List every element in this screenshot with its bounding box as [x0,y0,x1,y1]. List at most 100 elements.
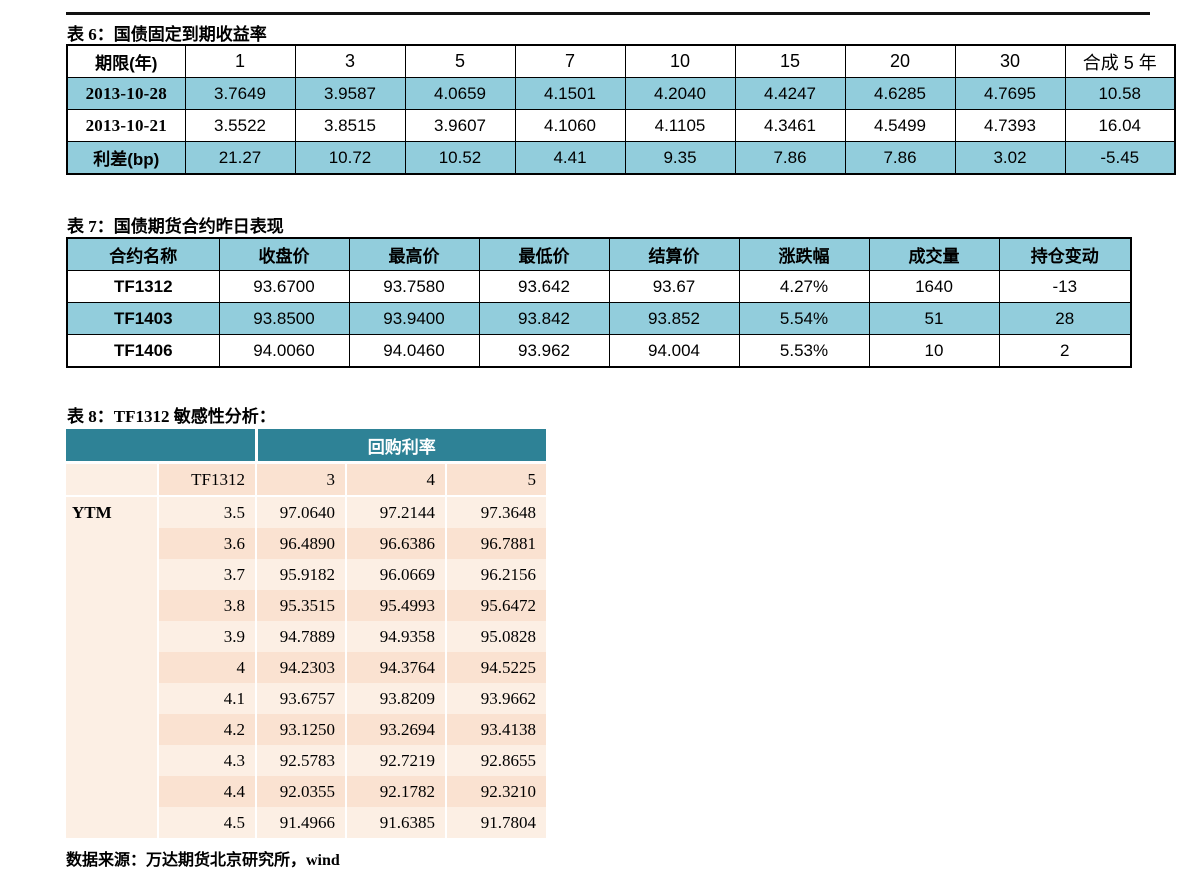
table7-value-cell: 93.842 [478,302,610,335]
table8-price-cell: 92.3210 [446,776,546,807]
table8-price-cell: 91.7804 [446,807,546,838]
table8-ytm-cell: 3.9 [158,621,257,652]
table8-empty-cell [66,462,159,497]
table8-price-cell: 94.2303 [256,652,347,683]
table8-ytm-cell: 3.8 [158,590,257,621]
table6-value-cell: 21.27 [184,141,296,175]
table8-price-cell: 94.5225 [446,652,546,683]
table6-header-cell: 10 [624,44,736,78]
table8-row-axis-cell [66,807,159,838]
table8-price-cell: 97.0640 [256,496,347,528]
table6-value-cell: 9.35 [624,141,736,175]
table8-price-cell: 91.4966 [256,807,347,838]
table8-title: 表 8：TF1312 敏感性分析： [67,407,276,426]
table8-price-cell: 92.8655 [446,745,546,776]
table6-header-cell: 7 [514,44,626,78]
table7-header-cell: 持仓变动 [998,237,1132,271]
table6-header-cell: 合成 5 年 [1064,44,1176,78]
table8-contract-cell: TF1312 [158,462,257,497]
table7-row: TF1406 94.0060 94.0460 93.962 94.004 5.53% 10 2 [66,334,1132,368]
table6-value-cell: 3.9587 [294,77,406,110]
table6-row: 2013-10-21 3.5522 3.8515 3.9607 4.1060 4.1105… [66,109,1176,142]
table6-value-cell: 4.1105 [624,109,736,142]
table7-value-cell: 94.004 [608,334,740,368]
table8-row-axis-cell [66,652,159,683]
table8-row-axis-cell [66,621,159,652]
table6-value-cell: 4.7695 [954,77,1066,110]
table7-row: TF1403 93.8500 93.9400 93.842 93.852 5.54% 51 2… [66,302,1132,335]
table6-row-label: 2013-10-28 [66,77,186,110]
table6-header-cell: 20 [844,44,956,78]
table7-value-cell: 2 [998,334,1132,368]
table6-value-cell: -5.45 [1064,141,1176,175]
table8-price-cell: 96.7881 [446,528,546,559]
table8-price-cell: 93.6757 [256,683,347,714]
table8-price-cell: 96.0669 [346,559,447,590]
table8-price-cell: 91.6385 [346,807,447,838]
table6-value-cell: 4.4247 [734,77,846,110]
table8-data-row: 4 94.2303 94.3764 94.5225 [66,652,546,683]
table7-row-label: TF1403 [66,302,220,335]
table8-price-cell: 92.1782 [346,776,447,807]
table8-data-row: 4.5 91.4966 91.6385 91.7804 [66,807,546,838]
table7-header-cell: 收盘价 [218,237,350,271]
table8-row-axis-cell [66,745,159,776]
table6-value-cell: 4.3461 [734,109,846,142]
table8-sensitivity-analysis: 回购利率 TF1312 3 4 5 YTM 3.5 97.0640 97.2144 97.3648… [66,429,546,838]
table6-value-cell: 10.52 [404,141,516,175]
table8-ytm-cell: 3.7 [158,559,257,590]
table8-data-row: 4.1 93.6757 93.8209 93.9662 [66,683,546,714]
table7-row-label: TF1312 [66,270,220,303]
table8-price-cell: 96.6386 [346,528,447,559]
table7-title: 表 7：国债期货合约昨日表现 [67,217,284,236]
table6-value-cell: 3.02 [954,141,1066,175]
table7-header-cell: 成交量 [868,237,1000,271]
table8-price-cell: 92.5783 [256,745,347,776]
table7-row: TF1312 93.6700 93.7580 93.642 93.67 4.27% 1640… [66,270,1132,303]
table6-row: 2013-10-28 3.7649 3.9587 4.0659 4.1501 4.2040… [66,77,1176,110]
table6-header-cell: 5 [404,44,516,78]
table8-corner-cell [66,429,258,464]
table8-ytm-cell: 4.5 [158,807,257,838]
table7-value-cell: 94.0460 [348,334,480,368]
table6-header-cell: 1 [184,44,296,78]
table8-row-axis-cell [66,714,159,745]
table8-data-row: 3.6 96.4890 96.6386 96.7881 [66,528,546,559]
table8-data-row: 4.3 92.5783 92.7219 92.8655 [66,745,546,776]
table8-ytm-cell: 4 [158,652,257,683]
table8-price-cell: 95.6472 [446,590,546,621]
table7-value-cell: 93.642 [478,270,610,303]
table8-data-row: 4.2 93.1250 93.2694 93.4138 [66,714,546,745]
table8-price-cell: 93.8209 [346,683,447,714]
table8-repo-rate-header-cell: 4 [346,462,447,497]
table8-price-cell: 96.2156 [446,559,546,590]
table8-price-cell: 97.3648 [446,496,546,528]
table8-data-row: 3.7 95.9182 96.0669 96.2156 [66,559,546,590]
table8-price-cell: 93.9662 [446,683,546,714]
table8-price-cell: 94.3764 [346,652,447,683]
table7-value-cell: 94.0060 [218,334,350,368]
table6-row-label: 利差(bp) [66,141,186,175]
table8-repo-rate-header-cell: 5 [446,462,546,497]
table7-header-cell: 合约名称 [66,237,220,271]
table8-price-cell: 94.7889 [256,621,347,652]
table7-value-cell: 4.27% [738,270,870,303]
table6-title: 表 6：国债固定到期收益率 [67,25,267,44]
table8-ytm-cell: 4.2 [158,714,257,745]
table8-ytm-cell: 4.3 [158,745,257,776]
table7-header-cell: 最高价 [348,237,480,271]
table6-value-cell: 10.58 [1064,77,1176,110]
table7-value-cell: 93.67 [608,270,740,303]
table8-row-axis-cell [66,528,159,559]
table8-data-row: 3.9 94.7889 94.9358 95.0828 [66,621,546,652]
table6-header-row: 期限(年) 1 3 5 7 10 15 20 30 合成 5 年 [66,44,1176,78]
table6-header-cell: 3 [294,44,406,78]
table6-value-cell: 7.86 [844,141,956,175]
table7-value-cell: 5.53% [738,334,870,368]
table8-price-cell: 92.0355 [256,776,347,807]
table8-ytm-cell: 4.1 [158,683,257,714]
table7-value-cell: -13 [998,270,1132,303]
table6-treasury-yield: 期限(年) 1 3 5 7 10 15 20 30 合成 5 年 2013-10-28 3.7649 3… [66,44,1176,175]
table6-value-cell: 4.6285 [844,77,956,110]
table8-price-cell: 93.1250 [256,714,347,745]
